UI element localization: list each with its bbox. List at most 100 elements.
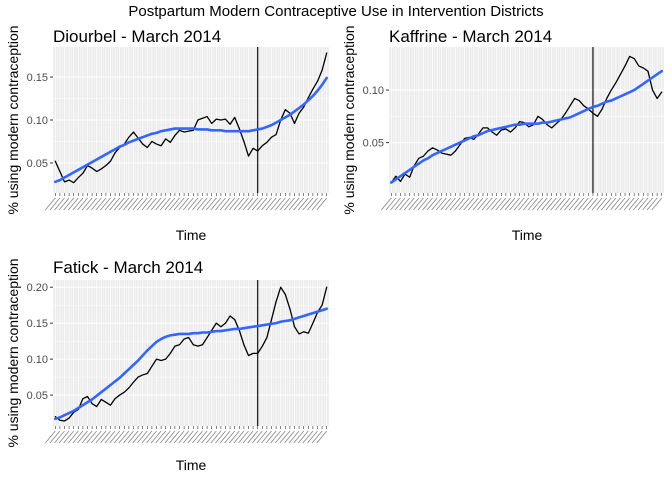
y-tick-label: 0.05	[363, 138, 384, 150]
x-tick-label	[215, 197, 226, 211]
chart-panel-3: 0.05 0.10 0.15 0.20 Fatick - March 2014 Time%…	[5, 258, 330, 473]
x-tick-label	[100, 197, 111, 211]
x-tick-label	[228, 430, 240, 444]
x-tick-label	[86, 197, 98, 211]
x-tick-label	[490, 197, 502, 211]
y-tick-label: 0.05	[27, 158, 48, 170]
x-tick-label	[219, 197, 231, 211]
x-axis-label: Time	[512, 227, 543, 243]
x-tick-label	[293, 430, 305, 444]
x-tick-label	[559, 197, 571, 211]
x-tick-label	[610, 197, 621, 211]
x-tick-label	[651, 197, 663, 211]
x-tick-label	[302, 430, 314, 444]
x-tick-label	[619, 197, 630, 211]
x-tick-label	[413, 197, 424, 211]
panel-title: Diourbel - March 2014	[53, 27, 221, 46]
x-tick-label	[77, 197, 88, 211]
x-tick-label	[463, 197, 475, 211]
x-tick-label	[302, 197, 314, 211]
x-tick-label	[67, 430, 79, 444]
x-tick-label	[587, 197, 598, 211]
x-tick-label	[90, 430, 102, 444]
x-tick-label	[95, 197, 107, 211]
x-tick-label	[178, 430, 190, 444]
x-tick-label	[123, 430, 134, 444]
x-tick-label	[614, 197, 626, 211]
panel-title: Kaffrine - March 2014	[389, 27, 552, 46]
y-tick-label: 0.10	[27, 354, 48, 366]
x-tick-label	[58, 430, 70, 444]
x-tick-label	[573, 197, 585, 211]
x-tick-label	[495, 197, 507, 211]
x-tick-label	[169, 197, 180, 211]
x-tick-label	[150, 430, 162, 444]
x-tick-label	[646, 197, 658, 211]
x-tick-label	[284, 197, 295, 211]
x-tick-label	[270, 430, 282, 444]
x-tick-label	[81, 197, 93, 211]
x-tick-label	[426, 197, 438, 211]
x-tick-label	[261, 430, 272, 444]
x-tick-label	[550, 197, 562, 211]
x-tick-label	[205, 197, 217, 211]
x-tick-label	[288, 197, 300, 211]
x-tick-label	[72, 430, 84, 444]
x-tick-label	[247, 197, 259, 211]
x-tick-label	[265, 197, 277, 211]
x-tick-label	[578, 197, 589, 211]
x-tick-label	[307, 197, 318, 211]
x-tick-label	[219, 430, 231, 444]
x-tick-label	[582, 197, 594, 211]
x-tick-label	[146, 430, 157, 444]
x-tick-label	[233, 197, 245, 211]
y-tick-label: 0.10	[27, 115, 48, 127]
x-tick-label	[568, 197, 580, 211]
x-tick-label	[187, 430, 199, 444]
x-tick-label	[49, 197, 61, 211]
x-tick-label	[591, 197, 603, 211]
x-tick-label	[403, 197, 415, 211]
smoothed-trend-line	[53, 307, 329, 421]
x-tick-label	[600, 197, 612, 211]
x-tick-label	[178, 197, 190, 211]
x-tick-label	[54, 430, 65, 444]
x-tick-label	[633, 197, 644, 211]
x-tick-label	[127, 430, 139, 444]
x-tick-label	[500, 197, 511, 211]
x-tick-label	[288, 430, 300, 444]
raw-series-line	[54, 286, 328, 422]
x-tick-label	[67, 197, 79, 211]
x-tick-label	[132, 430, 144, 444]
x-tick-label	[123, 197, 134, 211]
smoothed-trend-line	[389, 69, 664, 184]
x-tick-label	[251, 430, 263, 444]
x-tick-label	[628, 197, 640, 211]
x-tick-label	[118, 430, 130, 444]
x-tick-label	[109, 197, 121, 211]
x-tick-label	[201, 430, 213, 444]
x-tick-label	[54, 197, 65, 211]
x-tick-label	[270, 197, 282, 211]
x-tick-label	[481, 197, 493, 211]
x-tick-label	[86, 430, 98, 444]
x-tick-label	[293, 197, 305, 211]
x-tick-label	[472, 197, 484, 211]
x-tick-label	[637, 197, 649, 211]
x-tick-label	[297, 430, 309, 444]
x-tick-label	[118, 197, 130, 211]
chart-panel-2: 0.05 0.10 Kaffrine - March 2014 Time % using…	[341, 25, 665, 243]
x-tick-label	[504, 197, 516, 211]
x-tick-label	[63, 197, 75, 211]
x-tick-label	[210, 197, 222, 211]
x-tick-label	[385, 197, 397, 211]
x-tick-label	[173, 430, 185, 444]
x-tick-label	[256, 430, 268, 444]
x-tick-label	[307, 430, 318, 444]
x-tick-label	[196, 197, 208, 211]
x-tick-label	[486, 197, 498, 211]
x-tick-label	[228, 197, 240, 211]
x-tick-label	[127, 197, 139, 211]
x-tick-label	[90, 197, 102, 211]
